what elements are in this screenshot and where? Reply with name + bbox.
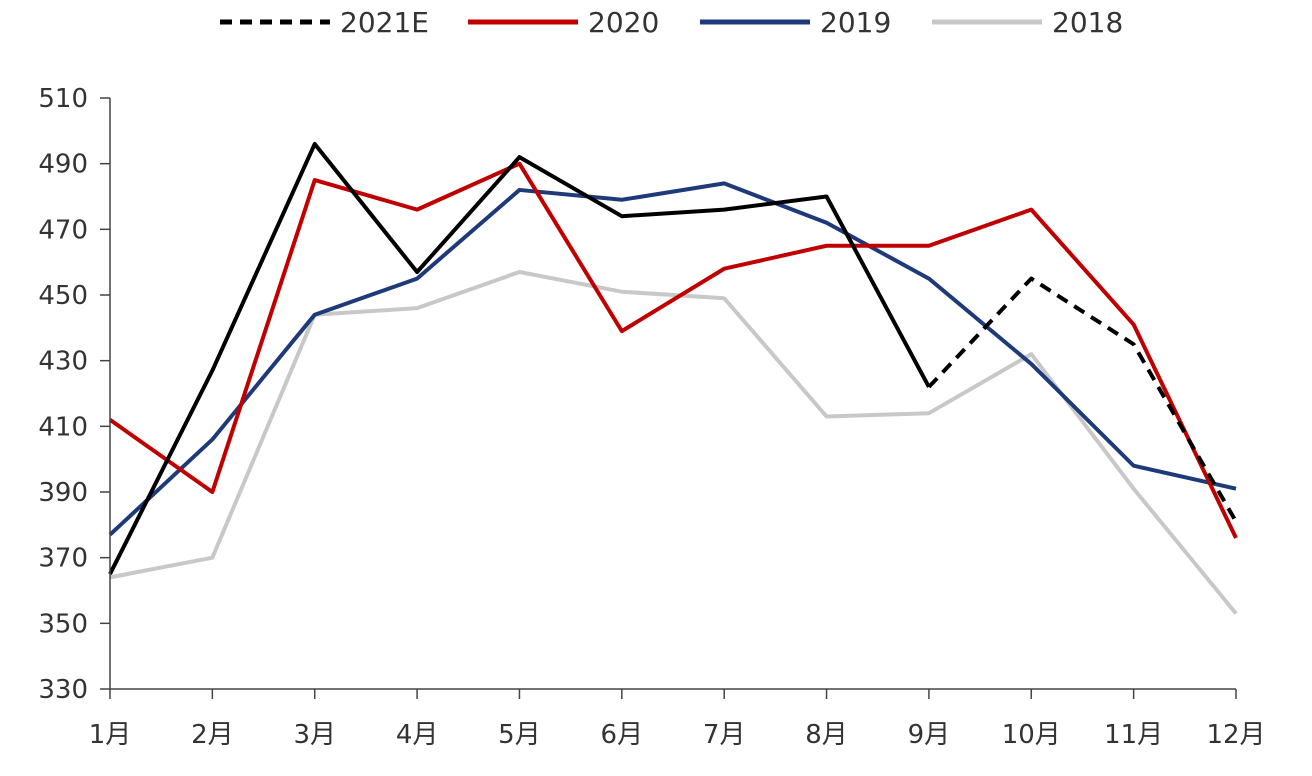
y-tick-label: 390 bbox=[38, 478, 88, 508]
x-tick-label: 12月 bbox=[1206, 720, 1265, 750]
y-tick-label: 330 bbox=[38, 675, 88, 705]
x-tick-label: 3月 bbox=[293, 720, 336, 750]
legend-label: 2021E bbox=[340, 6, 429, 39]
series-layer bbox=[108, 141, 1238, 615]
legend-label: 2020 bbox=[588, 6, 659, 39]
x-tick-label: 4月 bbox=[396, 720, 439, 750]
x-tick-label: 8月 bbox=[805, 720, 848, 750]
x-tick-label: 7月 bbox=[703, 720, 746, 750]
x-tick-label: 10月 bbox=[1002, 720, 1061, 750]
legend: 2021E 2020 2019 2018 bbox=[220, 6, 1123, 39]
series-2021e-line bbox=[108, 141, 931, 575]
legend-item-2019: 2019 bbox=[700, 6, 891, 39]
x-tick-label: 2月 bbox=[191, 720, 234, 750]
axes: 330 350 370 390 410 430 450 470 490 510 1月 2月 3月 4月 5月… bbox=[38, 84, 1265, 750]
series-2021e-estimate-line bbox=[927, 276, 1238, 523]
legend-item-2021e: 2021E bbox=[220, 6, 429, 39]
series-2020-line bbox=[108, 161, 1238, 539]
series-2019-line bbox=[108, 181, 1237, 537]
x-tick-label: 5月 bbox=[498, 720, 541, 750]
y-tick-label: 490 bbox=[38, 150, 88, 180]
legend-item-2020: 2020 bbox=[468, 6, 659, 39]
y-tick-label: 410 bbox=[38, 412, 88, 442]
x-tick-label: 9月 bbox=[908, 720, 951, 750]
legend-label: 2019 bbox=[820, 6, 891, 39]
x-tick-label: 11月 bbox=[1104, 720, 1163, 750]
series-2018-line bbox=[109, 270, 1238, 615]
y-tick-label: 370 bbox=[38, 544, 88, 574]
y-tick-label: 450 bbox=[38, 281, 88, 311]
legend-item-2018: 2018 bbox=[932, 6, 1123, 39]
y-tick-label: 510 bbox=[38, 84, 88, 114]
legend-label: 2018 bbox=[1052, 6, 1123, 39]
y-tick-label: 430 bbox=[38, 347, 88, 377]
x-tick-label: 6月 bbox=[601, 720, 644, 750]
x-tick-label: 1月 bbox=[89, 720, 132, 750]
y-tick-label: 470 bbox=[38, 215, 88, 245]
y-tick-label: 350 bbox=[38, 609, 88, 639]
